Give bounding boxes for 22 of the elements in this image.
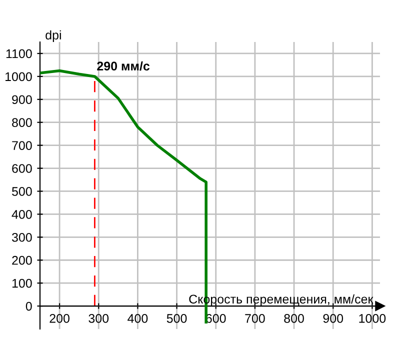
y-tick-label: 900 <box>12 95 32 104</box>
ref-line-label: 290 мм/с <box>97 61 150 71</box>
y-tick-label: 0 <box>26 302 32 311</box>
y-tick-label: 700 <box>12 141 32 150</box>
x-tick-label: 500 <box>166 314 187 323</box>
x-tick-label: 400 <box>128 314 148 323</box>
y-tick-label: 1100 <box>6 49 32 58</box>
x-tick-label: 800 <box>284 314 304 323</box>
x-tick-label: 900 <box>323 314 344 323</box>
y-tick-label: 300 <box>12 232 32 242</box>
x-tick-label: 200 <box>50 314 70 323</box>
y-tick-label: 1000 <box>6 72 32 82</box>
y-tick-label: 400 <box>12 210 32 219</box>
x-tick-label: 700 <box>245 314 265 323</box>
x-tick-label: 300 <box>88 314 109 323</box>
y-tick-label: 500 <box>12 187 32 196</box>
y-tick-label: 800 <box>12 118 32 128</box>
y-axis-title: dpi <box>46 30 61 42</box>
y-tick-label: 600 <box>12 164 32 173</box>
x-tick-label: 1000 <box>359 314 386 323</box>
y-tick-label: 200 <box>12 256 32 265</box>
y-tick-label: 100 <box>12 278 32 288</box>
